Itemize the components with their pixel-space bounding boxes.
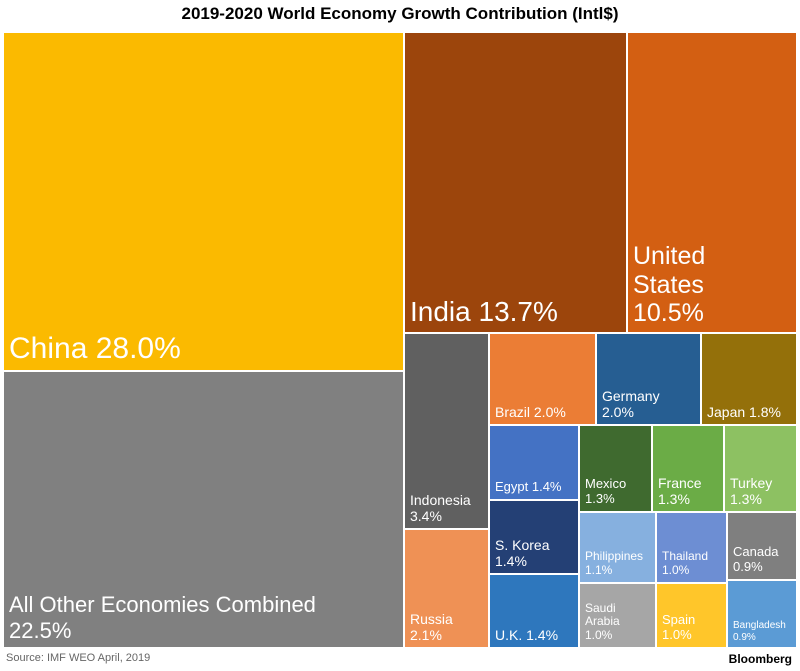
treemap-tile-label: Mexico 1.3% [585,476,627,507]
treemap-tile-france: France 1.3% [652,425,724,512]
treemap-tile-philippines: Philippines 1.1% [579,512,656,583]
treemap-tile-saudi-arabia: Saudi Arabia 1.0% [579,583,656,648]
treemap-tile-brazil: Brazil 2.0% [489,333,596,425]
treemap-tile-label: Brazil 2.0% [495,403,566,420]
treemap-tile-mexico: Mexico 1.3% [579,425,652,512]
treemap-tile-china: China 28.0% [3,32,404,371]
treemap-tile-u-k: U.K. 1.4% [489,574,579,648]
treemap-tile-label: Japan 1.8% [707,403,781,420]
treemap-tile-label: Saudi Arabia 1.0% [585,600,620,643]
treemap-tile-label: Egypt 1.4% [495,479,562,495]
treemap-tile-label: Bangladesh 0.9% [733,620,786,643]
brand-logo-text: Bloomberg [728,652,792,666]
source-note: Source: IMF WEO April, 2019 [6,652,151,664]
treemap-tile-thailand: Thailand 1.0% [656,512,727,583]
treemap-tile-label: Germany 2.0% [602,387,660,420]
treemap-tile-all-other-economies-combined: All Other Economies Combined 22.5% [3,371,404,648]
treemap-tile-indonesia: Indonesia 3.4% [404,333,489,529]
treemap-tile-label: U.K. 1.4% [495,626,559,643]
treemap-tile-germany: Germany 2.0% [596,333,701,425]
treemap-tile-united-states: United States 10.5% [627,32,797,333]
chart-title: 2019-2020 World Economy Growth Contribut… [181,4,619,23]
treemap-tile-turkey: Turkey 1.3% [724,425,797,512]
treemap-tile-s-korea: S. Korea 1.4% [489,500,579,574]
treemap-tile-russia: Russia 2.1% [404,529,489,648]
treemap-tile-label: Turkey 1.3% [730,474,773,507]
treemap-tile-label: France 1.3% [658,474,702,507]
treemap-tile-label: Canada 0.9% [733,544,779,575]
treemap-tile-bangladesh: Bangladesh 0.9% [727,580,797,648]
treemap-tile-label: Thailand 1.0% [662,549,709,578]
treemap-tile-japan: Japan 1.8% [701,333,797,425]
treemap-tile-label: China 28.0% [9,331,181,365]
treemap-tile-spain: Spain 1.0% [656,583,727,648]
treemap-tile-label: S. Korea 1.4% [495,536,550,569]
treemap-tile-label: Indonesia 3.4% [410,491,471,524]
treemap-tile-label: All Other Economies Combined 22.5% [9,592,316,643]
treemap-tile-label: Spain 1.0% [662,612,696,643]
treemap-tile-label: Russia 2.1% [410,610,453,643]
treemap-tile-canada: Canada 0.9% [727,512,797,580]
treemap-tile-label: United States 10.5% [633,241,706,328]
treemap-tile-label: India 13.7% [410,295,558,327]
treemap-tile-egypt: Egypt 1.4% [489,425,579,500]
treemap-tile-label: Philippines 1.1% [585,549,644,578]
treemap-tile-india: India 13.7% [404,32,627,333]
